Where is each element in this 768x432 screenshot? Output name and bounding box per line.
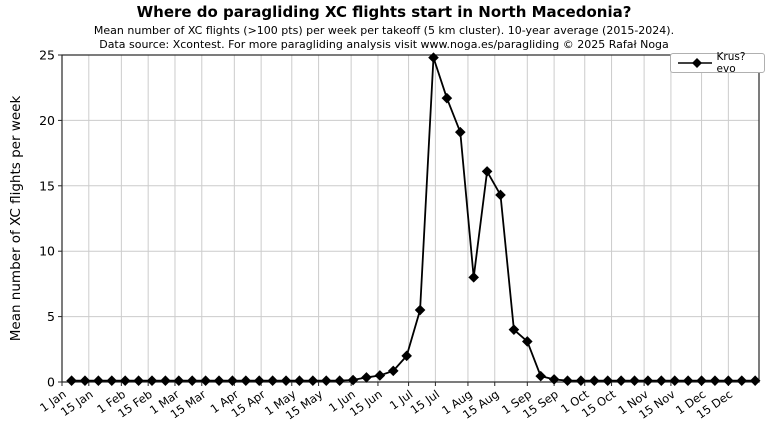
- data-point-marker: [294, 375, 305, 386]
- data-point-marker: [709, 375, 721, 386]
- data-series: [66, 52, 761, 386]
- data-point-marker: [656, 375, 667, 386]
- legend-diamond-marker-icon: [678, 58, 712, 68]
- y-tick-label: 0: [47, 375, 55, 390]
- data-point-marker: [173, 375, 185, 386]
- data-point-marker: [548, 374, 560, 385]
- series-line: [71, 56, 756, 382]
- y-tick-label: 25: [39, 48, 55, 63]
- data-point-marker: [522, 336, 533, 347]
- data-point-marker: [240, 375, 252, 386]
- data-point-marker: [508, 324, 520, 335]
- y-tick-label: 5: [47, 309, 55, 324]
- y-tick-label: 10: [39, 244, 55, 259]
- data-point-marker: [374, 370, 386, 381]
- tick-marks: [58, 54, 729, 386]
- data-source-credit: Data source: Xcontest. For more paraglid…: [99, 38, 669, 51]
- data-point-marker: [213, 375, 225, 386]
- data-point-marker: [186, 375, 198, 386]
- data-point-marker: [441, 92, 453, 104]
- data-point-marker: [66, 375, 77, 386]
- y-tick-label: 15: [39, 178, 55, 193]
- data-point-marker: [106, 375, 118, 386]
- data-point-marker: [387, 365, 399, 377]
- data-point-marker: [428, 52, 439, 63]
- data-point-marker: [253, 375, 265, 386]
- data-point-marker: [736, 375, 748, 386]
- data-point-marker: [696, 375, 707, 386]
- data-point-marker: [133, 375, 144, 386]
- plot-border: [61, 54, 760, 383]
- data-point-marker: [146, 375, 158, 386]
- gridlines: [61, 55, 759, 382]
- data-point-marker: [93, 375, 104, 386]
- data-point-marker: [669, 375, 681, 386]
- x-tick-label: 15 Jul: [408, 387, 442, 417]
- data-point-marker: [642, 375, 654, 386]
- data-point-marker: [267, 375, 278, 386]
- data-point-marker: [615, 375, 627, 386]
- data-point-marker: [468, 272, 479, 283]
- data-point-marker: [401, 350, 412, 362]
- chart-title: Where do paragliding XC flights start in…: [136, 3, 632, 21]
- data-point-marker: [79, 375, 91, 386]
- data-point-marker: [160, 375, 171, 386]
- data-point-marker: [535, 370, 547, 382]
- data-point-marker: [562, 375, 573, 386]
- y-axis-label: Mean number of XC flights per week: [8, 96, 24, 342]
- legend-series-label: Krus?evo: [716, 51, 746, 75]
- data-point-marker: [307, 375, 319, 386]
- data-point-marker: [347, 374, 359, 386]
- data-point-marker: [723, 375, 734, 386]
- data-point-marker: [200, 375, 211, 386]
- data-point-marker: [320, 375, 332, 386]
- data-point-marker: [682, 375, 694, 386]
- data-point-marker: [454, 126, 466, 138]
- chart-subtitle: Mean number of XC flights (>100 pts) per…: [93, 24, 675, 37]
- data-point-marker: [629, 375, 640, 386]
- data-point-marker: [280, 375, 292, 386]
- data-point-marker: [361, 372, 372, 383]
- data-point-marker: [414, 304, 426, 316]
- data-point-marker: [589, 375, 600, 386]
- data-point-marker: [227, 375, 238, 386]
- data-point-marker: [119, 375, 131, 386]
- data-point-marker: [481, 166, 493, 177]
- data-point-marker: [749, 375, 761, 386]
- y-tick-label: 20: [39, 113, 55, 128]
- data-point-marker: [334, 375, 345, 386]
- legend: Krus?evo: [670, 51, 765, 75]
- axes: [61, 54, 760, 383]
- data-point-marker: [602, 375, 614, 386]
- data-point-marker: [495, 189, 506, 201]
- data-point-marker: [575, 375, 587, 386]
